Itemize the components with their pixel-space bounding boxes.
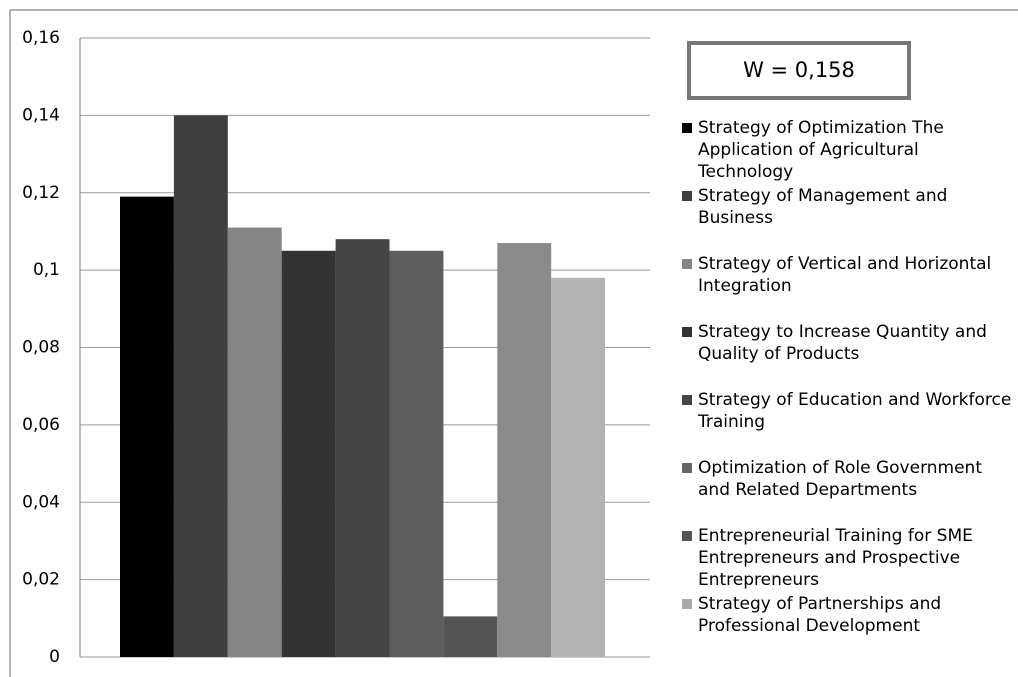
- annotation-box: [687, 41, 911, 100]
- legend-swatch: [682, 531, 692, 541]
- legend-item: Entrepreneurial Training for SME Entrepr…: [682, 525, 1012, 589]
- bar: [173, 115, 228, 657]
- legend-label: Entrepreneurial Training for SME Entrepr…: [698, 526, 973, 589]
- bar: [335, 239, 390, 658]
- bar: [389, 250, 444, 657]
- y-tick-label: 0,08: [22, 338, 60, 358]
- bar: [227, 227, 282, 657]
- y-tick-label: 0: [49, 647, 60, 667]
- legend-swatch: [682, 123, 692, 133]
- annotation: W = 0,158: [743, 58, 855, 82]
- bar: [497, 243, 552, 657]
- legend-label: Strategy to Increase Quantity and Qualit…: [698, 322, 987, 364]
- legend-swatch: [682, 395, 692, 405]
- y-tick-label: 0,12: [22, 183, 60, 203]
- legend-item: Optimization of Role Government and Rela…: [682, 457, 1012, 521]
- bar: [443, 616, 498, 657]
- legend-swatch: [682, 599, 692, 609]
- legend-label: Strategy of Management and Business: [698, 186, 948, 228]
- legend-item: Strategy to Increase Quantity and Qualit…: [682, 321, 1012, 385]
- legend-label: Strategy of Optimization The Application…: [698, 118, 944, 181]
- bar: [551, 277, 606, 657]
- legend-item: Strategy of Partnerships and Professiona…: [682, 593, 1012, 657]
- y-tick-label: 0,06: [22, 415, 60, 435]
- y-tick-label: 0,16: [22, 28, 60, 48]
- legend-label: Optimization of Role Government and Rela…: [698, 458, 982, 500]
- legend-swatch: [682, 259, 692, 269]
- legend-label: Strategy of Vertical and Horizontal Inte…: [698, 254, 992, 296]
- legend-swatch: [682, 191, 692, 201]
- bar: [281, 250, 336, 657]
- legend-label: Strategy of Partnerships and Professiona…: [698, 594, 942, 636]
- bar: [120, 196, 174, 657]
- legend-swatch: [682, 463, 692, 473]
- legend-item: Strategy of Education and Workforce Trai…: [682, 389, 1012, 453]
- y-tick-label: 0,14: [22, 105, 60, 125]
- legend-item: Strategy of Optimization The Application…: [682, 117, 1012, 181]
- legend-item: Strategy of Management and Business: [682, 185, 1012, 249]
- legend-label: Strategy of Education and Workforce Trai…: [698, 390, 1012, 432]
- legend-swatch: [682, 327, 692, 337]
- y-tick-label: 0,04: [22, 492, 60, 512]
- legend-item: Strategy of Vertical and Horizontal Inte…: [682, 253, 1012, 317]
- y-tick-label: 0,02: [22, 570, 60, 590]
- y-tick-label: 0,1: [33, 260, 60, 280]
